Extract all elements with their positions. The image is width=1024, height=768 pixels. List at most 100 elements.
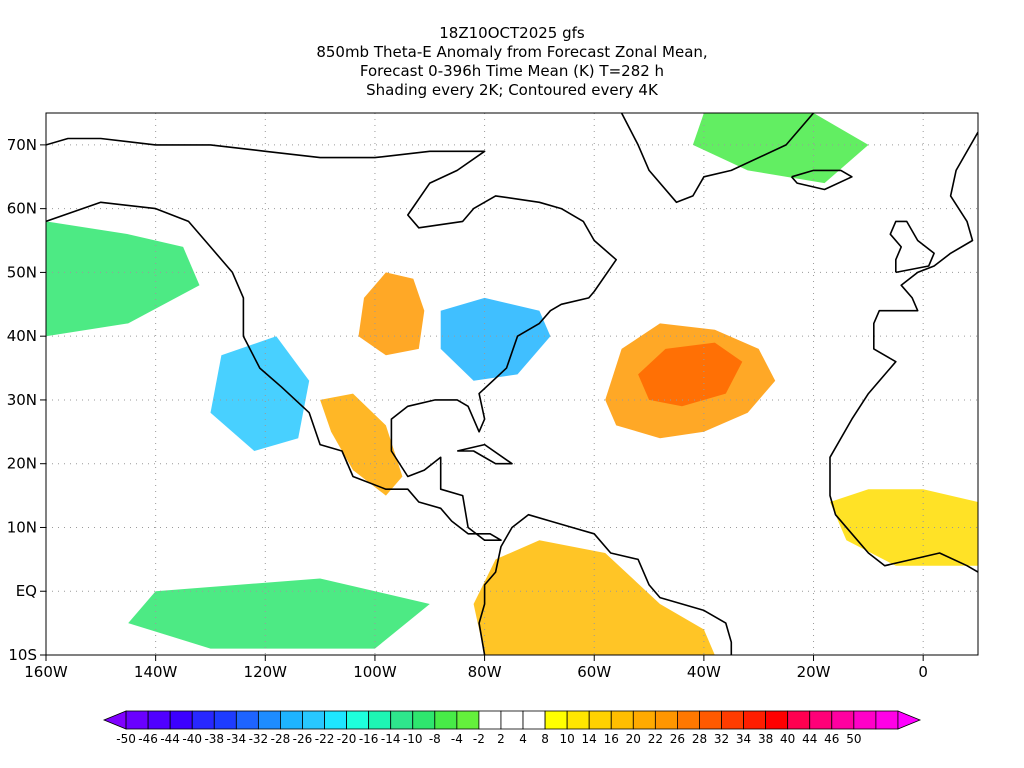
colorbar-swatch <box>654 710 678 730</box>
colorbar-label: -8 <box>429 732 441 746</box>
lon-tick-label: 80W <box>468 663 502 681</box>
title-line-forecast: Forecast 0-396h Time Mean (K) T=282 h <box>359 62 665 80</box>
colorbar-swatch <box>478 710 502 730</box>
colorbar-label: -22 <box>315 732 335 746</box>
colorbar-swatch <box>390 710 414 730</box>
title-line-shading: Shading every 2K; Contoured every 4K <box>366 81 658 99</box>
colorbar-label: 38 <box>758 732 773 746</box>
north-pacific-cold-band <box>46 221 200 337</box>
cuba-coastline <box>457 443 513 465</box>
colorbar-label: -38 <box>204 732 224 746</box>
lat-tick-label: 40N <box>7 327 37 345</box>
colorbar-label: 10 <box>559 732 574 746</box>
colorbar-swatch <box>787 710 811 730</box>
colorbar-label: 20 <box>626 732 641 746</box>
colorbar-swatch <box>677 710 700 730</box>
colorbar-swatch <box>566 710 590 730</box>
lon-tick-label: 160W <box>24 663 68 681</box>
colorbar-label: 46 <box>824 732 839 746</box>
colorbar-label: 40 <box>780 732 795 746</box>
colorbar-swatch <box>699 710 722 730</box>
plot-frame <box>45 112 979 656</box>
colorbar-label: 16 <box>604 732 619 746</box>
colorbar-label: 50 <box>846 732 861 746</box>
colorbar-arrow-low <box>102 710 127 730</box>
colorbar-swatch <box>324 710 347 730</box>
lat-lon-grid <box>46 113 978 655</box>
colorbar-swatch <box>853 710 877 730</box>
colorbar-label: 14 <box>582 732 597 746</box>
lat-tick-label: 10S <box>8 646 37 664</box>
colorbar-swatch <box>831 710 855 730</box>
colorbar-swatch <box>721 710 744 730</box>
colorbar-label: 34 <box>736 732 751 746</box>
colorbar-label: 22 <box>648 732 663 746</box>
north-atlantic-warm-core <box>638 342 743 407</box>
anomaly-shading <box>46 113 978 655</box>
colorbar-label: -46 <box>138 732 158 746</box>
colorbar-swatch <box>522 710 546 730</box>
colorbar-label: -32 <box>249 732 269 746</box>
colorbar-swatch <box>743 710 767 730</box>
colorbar-label: -28 <box>271 732 291 746</box>
colorbar-swatch <box>280 710 303 730</box>
colorbar-label: 8 <box>541 732 549 746</box>
europe-africa-coastline <box>829 131 978 573</box>
mexico-warm-anomaly <box>320 393 403 496</box>
colorbar-swatch <box>125 710 149 730</box>
colorbar-swatch <box>544 710 568 730</box>
colorbar-swatch <box>368 710 392 730</box>
lat-tick-label: 20N <box>7 455 37 473</box>
east-us-cold-anomaly <box>440 297 551 381</box>
colorbar-swatch <box>302 710 325 730</box>
colorbar-swatch <box>456 710 480 730</box>
colorbar-label: -2 <box>473 732 485 746</box>
subtropical-pacific-cold-anomaly <box>210 336 310 451</box>
colorbar-label: 44 <box>802 732 817 746</box>
colorbar-swatch <box>632 710 656 730</box>
north-america-coastline <box>46 137 618 542</box>
lon-tick-label: 0 <box>918 663 928 681</box>
south-america-warm-anomaly <box>473 540 715 655</box>
latitude-axis: 70N 60N 50N 40N 30N 20N 10N EQ 10S <box>7 136 46 664</box>
lat-tick-label: 50N <box>7 263 37 281</box>
colorbar-swatch <box>213 710 237 730</box>
lon-tick-label: 140W <box>134 663 178 681</box>
colorbar-swatch <box>875 710 899 730</box>
lat-tick-label: 60N <box>7 200 37 218</box>
iceland-coastline <box>790 169 853 191</box>
colorbar-label: -4 <box>451 732 463 746</box>
equatorial-pacific-cold-band <box>128 578 430 649</box>
lon-tick-label: 100W <box>353 663 397 681</box>
colorbar-swatch <box>809 710 833 730</box>
lon-tick-label: 20W <box>797 663 831 681</box>
colorbar-label: -40 <box>182 732 202 746</box>
colorbar-swatch <box>147 710 171 730</box>
lat-tick-label: EQ <box>16 582 37 600</box>
colorbar-label: -20 <box>337 732 357 746</box>
lat-tick-label: 10N <box>7 518 37 536</box>
coastlines <box>46 113 978 655</box>
colorbar-arrow-high <box>897 710 922 730</box>
lon-tick-label: 120W <box>244 663 288 681</box>
colorbar <box>102 710 922 730</box>
colorbar-label: 4 <box>519 732 527 746</box>
colorbar-label: 2 <box>497 732 505 746</box>
colorbar-label: 28 <box>692 732 707 746</box>
map-title: 18Z10OCT2025 gfs 850mb Theta-E Anomaly f… <box>0 24 1024 100</box>
colorbar-label: -16 <box>359 732 379 746</box>
greenland-coastline <box>620 113 815 204</box>
lon-tick-label: 60W <box>577 663 611 681</box>
colorbar-label: -44 <box>160 732 180 746</box>
colorbar-swatch <box>610 710 634 730</box>
colorbar-swatch <box>169 710 193 730</box>
colorbar-swatch <box>588 710 612 730</box>
colorbar-label: -50 <box>116 732 136 746</box>
colorbar-swatch <box>765 710 789 730</box>
british-isles-coastline <box>889 220 935 274</box>
colorbar-label: -26 <box>293 732 313 746</box>
lat-tick-label: 70N <box>7 136 37 154</box>
colorbar-swatch <box>191 710 215 730</box>
colorbar-swatch <box>412 710 436 730</box>
